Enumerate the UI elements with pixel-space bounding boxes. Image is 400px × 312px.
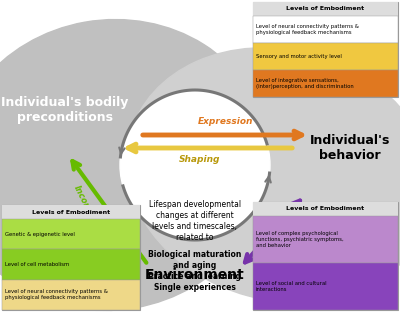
Text: Environment: Environment xyxy=(145,268,245,282)
Bar xyxy=(253,2,398,97)
Text: Levels of Embodiment: Levels of Embodiment xyxy=(32,209,110,215)
Text: Level of social and cultural
interactions: Level of social and cultural interaction… xyxy=(256,281,327,292)
Bar xyxy=(253,216,398,263)
Circle shape xyxy=(120,90,270,240)
Bar xyxy=(2,249,140,280)
Bar xyxy=(253,16,398,43)
Text: Level of neural connectivity patterns &
physiological feedback mechanisms: Level of neural connectivity patterns & … xyxy=(256,24,359,35)
Bar xyxy=(253,2,398,16)
Text: Interaction: Interaction xyxy=(272,215,312,261)
Text: and aging: and aging xyxy=(173,261,217,270)
Bar xyxy=(253,263,398,310)
Text: Level of neural connectivity patterns &
physiological feedback mechanisms: Level of neural connectivity patterns & … xyxy=(5,290,108,300)
Text: Individual's
behavior: Individual's behavior xyxy=(310,134,390,162)
Ellipse shape xyxy=(127,48,400,302)
Text: Level of cell metabolism: Level of cell metabolism xyxy=(5,262,69,267)
Bar xyxy=(2,280,140,310)
Bar xyxy=(253,202,398,216)
Text: Level of integrative sensations,
(inter)perception, and discrimination: Level of integrative sensations, (inter)… xyxy=(256,78,354,89)
Text: Practice and learning: Practice and learning xyxy=(148,272,242,281)
Bar xyxy=(253,70,398,97)
Text: Biological maturation: Biological maturation xyxy=(148,250,242,259)
Text: Incorporation: Incorporation xyxy=(72,184,108,246)
Bar xyxy=(253,202,398,310)
Bar xyxy=(2,205,140,310)
Text: Lifespan developmental: Lifespan developmental xyxy=(149,200,241,209)
Bar xyxy=(253,43,398,70)
Text: Level of complex psychological
functions, psychiatric symptoms,
and behavior: Level of complex psychological functions… xyxy=(256,231,344,248)
Text: Expression: Expression xyxy=(197,118,253,126)
Bar xyxy=(2,219,140,249)
Text: related to: related to xyxy=(176,233,214,242)
Text: Genetic & epigenetic level: Genetic & epigenetic level xyxy=(5,232,75,237)
Text: Levels of Embodiment: Levels of Embodiment xyxy=(286,207,364,212)
Text: changes at different: changes at different xyxy=(156,211,234,220)
Text: Sensory and motor activity level: Sensory and motor activity level xyxy=(256,54,342,59)
Text: levels and timescales,: levels and timescales, xyxy=(152,222,238,231)
Text: Levels of Embodiment: Levels of Embodiment xyxy=(286,7,364,12)
Text: Shaping: Shaping xyxy=(179,155,221,164)
Ellipse shape xyxy=(0,20,270,310)
Bar xyxy=(2,205,140,219)
Text: Individual's bodily
preconditions: Individual's bodily preconditions xyxy=(1,96,129,124)
Text: Single experiences: Single experiences xyxy=(154,283,236,292)
